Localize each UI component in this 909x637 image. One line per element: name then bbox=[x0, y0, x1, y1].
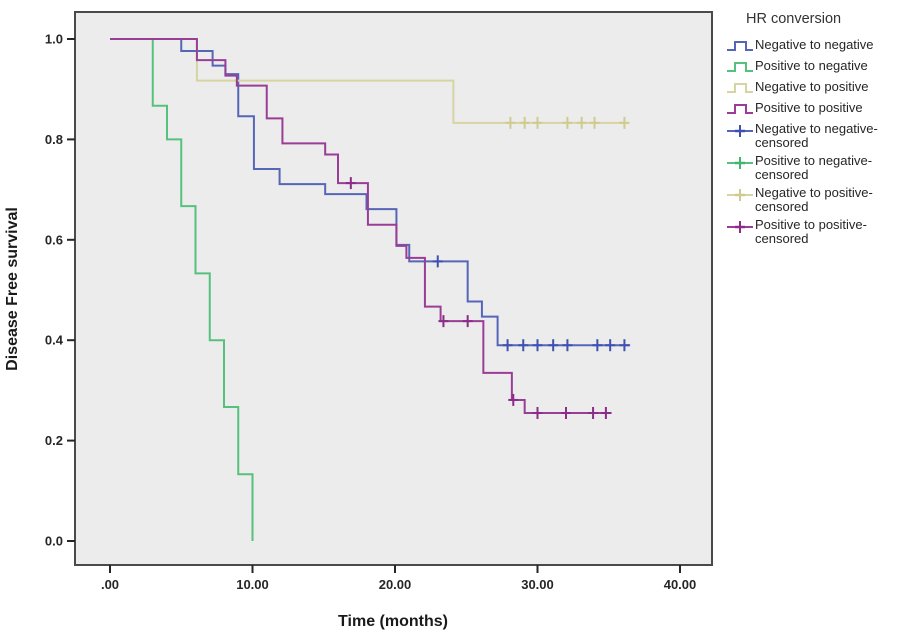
legend-item-label: Negative to negative bbox=[755, 37, 874, 52]
legend-item-label: Positive to negative bbox=[755, 58, 868, 73]
legend-item-label: Negative to positive bbox=[755, 79, 869, 94]
axis-ticks: 1.0 0.8 0.6 0.4 0.2 0.0 .00 10.00 20.00 30.00 40.0… bbox=[45, 32, 696, 593]
legend-line-swatch-icon bbox=[727, 41, 753, 51]
legend-item: Positive to negative-censored bbox=[726, 154, 908, 182]
y-axis-title: Disease Free survival bbox=[4, 207, 21, 371]
legend-item-label: Negative to positive-censored bbox=[755, 185, 873, 214]
legend-item: Negative to negative bbox=[726, 38, 908, 54]
x-tick-label: 20.00 bbox=[379, 577, 412, 592]
plot-area bbox=[74, 11, 713, 566]
y-tick-label: 0.8 bbox=[45, 132, 63, 147]
survival-curves bbox=[110, 38, 631, 541]
x-tick-label: 40.00 bbox=[664, 577, 697, 592]
y-tick-label: 0.0 bbox=[45, 534, 63, 549]
legend-item: Positive to negative bbox=[726, 59, 908, 75]
censor-marks bbox=[345, 116, 630, 419]
y-tick-label: 1.0 bbox=[45, 32, 63, 47]
y-tick-label: 0.6 bbox=[45, 232, 63, 247]
legend: HR conversion Negative to negative Positi… bbox=[726, 10, 908, 250]
x-tick-label: 10.00 bbox=[236, 577, 269, 592]
legend-line-swatch-icon bbox=[727, 83, 753, 93]
legend-item-label: Positive to negative-censored bbox=[755, 153, 873, 182]
y-tick-label: 0.2 bbox=[45, 433, 63, 448]
legend-line-swatch-icon bbox=[727, 104, 753, 114]
legend-item: Negative to positive bbox=[726, 80, 908, 96]
legend-items: Negative to negative Positive to negative… bbox=[726, 38, 908, 246]
legend-item: Negative to positive-censored bbox=[726, 186, 908, 214]
curve-positive-to-positive bbox=[110, 38, 612, 414]
x-axis-title: Time (months) bbox=[338, 613, 448, 630]
legend-item-label: Negative to negative-censored bbox=[755, 121, 878, 150]
legend-item-label: Positive to positive-censored bbox=[755, 217, 867, 246]
legend-censor-swatch-icon bbox=[727, 189, 753, 201]
y-tick-label: 0.4 bbox=[45, 333, 64, 348]
legend-line-swatch-icon bbox=[727, 62, 753, 72]
legend-censor-swatch-icon bbox=[727, 157, 753, 169]
legend-censor-swatch-icon bbox=[727, 125, 753, 137]
x-tick-label: 30.00 bbox=[521, 577, 554, 592]
legend-title: HR conversion bbox=[746, 11, 842, 27]
x-tick-label: .00 bbox=[101, 577, 119, 592]
legend-item: Positive to positive bbox=[726, 101, 908, 117]
legend-item: Negative to negative-censored bbox=[726, 122, 908, 150]
curve-negative-to-negative bbox=[110, 38, 631, 347]
legend-censor-swatch-icon bbox=[727, 221, 753, 233]
curve-positive-to-negative bbox=[110, 38, 254, 541]
legend-item-label: Positive to positive bbox=[755, 100, 863, 115]
legend-item: Positive to positive-censored bbox=[726, 218, 908, 246]
